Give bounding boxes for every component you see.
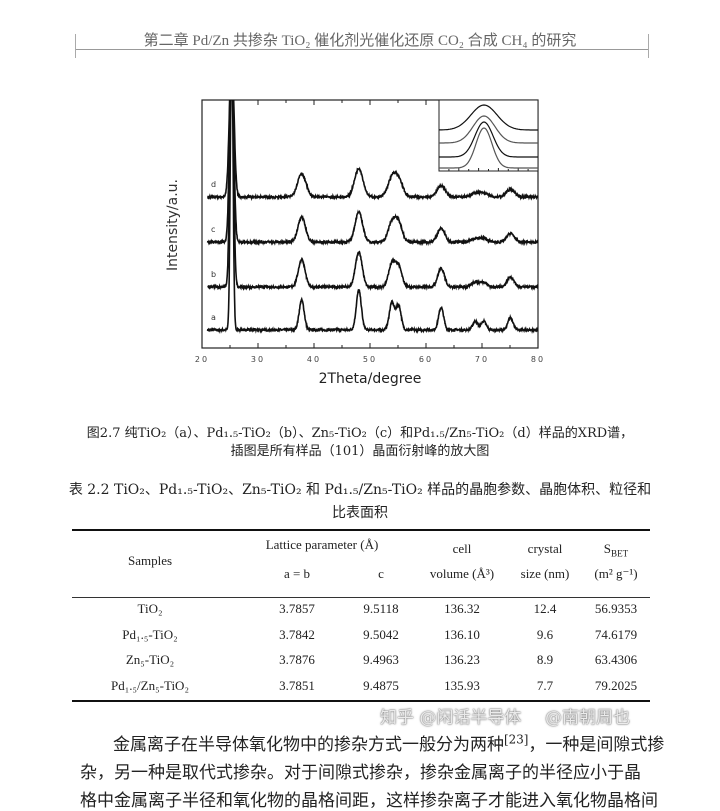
x-tick-label: 30 xyxy=(251,355,265,364)
x-tick-label: 60 xyxy=(419,355,433,364)
header-rule xyxy=(75,49,649,50)
cell-size: 12.4 xyxy=(533,601,557,616)
chart-series: a b c d xyxy=(206,100,538,335)
cell-volume: 136.32 xyxy=(444,601,480,616)
header-c: c xyxy=(378,566,384,581)
series-line-c xyxy=(206,100,538,247)
table-bottom-rule xyxy=(72,700,650,702)
header-size: size (nm) xyxy=(520,566,570,581)
header-ab: a = b xyxy=(283,566,311,581)
inset-frame xyxy=(438,99,539,172)
body-line3: 格中金属离子半径和氧化物的晶格间距，这样掺杂离子才能进入氧化物晶格间 xyxy=(80,791,658,811)
series-label-b: b xyxy=(211,270,216,279)
cell-sample: Pd₁.₅-TiO₂ xyxy=(122,626,178,642)
x-tick-label: 40 xyxy=(307,355,321,364)
figure-caption-line2: 插图是所有样品（101）晶面衍射峰的放大图 xyxy=(230,444,490,459)
header-sbet: SBET xyxy=(603,541,629,559)
cell-volume: 136.10 xyxy=(444,626,480,642)
figure-caption-line1: 图2.7 纯TiO₂（a）、Pd₁.₅-TiO₂（b）、Zn₅-TiO₂（c）和… xyxy=(86,426,634,441)
series-label-d: d xyxy=(211,180,216,189)
x-tick-label: 50 xyxy=(363,355,377,364)
cell-ab: 3.7876 xyxy=(279,652,315,667)
header-crystal: crystal xyxy=(527,541,563,556)
x-axis-label: 2Theta/degree xyxy=(319,371,422,387)
running-header: 第二章 Pd/Zn 共掺杂 TiO₂ 催化剂光催化还原 CO₂ 合成 CH₄ 的… xyxy=(143,33,577,49)
sbet-s: S xyxy=(603,541,612,556)
body-line2: 杂，另一种是取代式掺杂。对于间隙式掺杂，掺杂金属离子的半径应小于晶 xyxy=(80,763,641,783)
inset-chart xyxy=(438,99,539,172)
cell-c: 9.4963 xyxy=(363,652,399,667)
cell-sample: Pd₁.₅/Zn₅-TiO₂ xyxy=(111,677,189,693)
citation-ref[interactable]: [23] xyxy=(504,732,529,747)
cell-c: 9.4875 xyxy=(363,677,399,693)
series-label-a: a xyxy=(211,313,216,322)
cell-ab: 3.7857 xyxy=(279,601,315,616)
body-line1: 金属离子在半导体氧化物中的掺杂方式一般分为两种[23]，一种是间隙式掺 xyxy=(113,732,665,755)
inset-curve xyxy=(439,104,538,131)
x-tick-label: 20 xyxy=(195,355,209,364)
cell-size: 7.7 xyxy=(536,677,554,693)
inset-curve xyxy=(439,121,538,158)
cell-sbet: 74.6179 xyxy=(594,626,638,642)
xrd-chart: 20 30 40 50 60 70 80 a b c d 2Theta/degree Intens… xyxy=(165,99,545,387)
header-sbet-unit: (m² g⁻¹) xyxy=(594,566,638,581)
header-samples: Samples xyxy=(127,553,173,568)
corner-mark-right xyxy=(648,34,649,58)
cell-sample: Zn₅-TiO₂ xyxy=(125,652,175,667)
cell-sbet: 56.9353 xyxy=(594,601,638,616)
cell-size: 9.6 xyxy=(536,626,554,642)
watermark-line2: @南朝周也 xyxy=(545,708,630,728)
series-line-a xyxy=(206,100,538,335)
cell-volume: 135.93 xyxy=(444,677,480,693)
header-volume: volume (Å³) xyxy=(429,566,495,581)
cell-c: 9.5118 xyxy=(363,601,399,616)
inset-curve xyxy=(439,115,538,144)
cell-ab: 3.7851 xyxy=(279,677,315,693)
cell-ab: 3.7842 xyxy=(279,626,315,642)
cell-volume: 136.23 xyxy=(444,652,480,667)
table-top-rule xyxy=(72,529,650,531)
body-text: 金属离子在半导体氧化物中的掺杂方式一般分为两种 xyxy=(113,735,504,755)
header-cell: cell xyxy=(452,541,472,556)
watermark-line1: 知乎 @闲话半导体 xyxy=(380,708,522,728)
cell-size: 8.9 xyxy=(536,652,554,667)
y-axis-label: Intensity/a.u. xyxy=(165,179,181,271)
table-header-rule xyxy=(72,597,650,598)
cell-c: 9.5042 xyxy=(363,626,399,642)
sbet-sub: BET xyxy=(611,548,629,559)
table-title-line2: 比表面积 xyxy=(332,505,388,521)
x-tick-label: 80 xyxy=(531,355,545,364)
cell-sample: TiO₂ xyxy=(137,601,163,616)
cell-sbet: 79.2025 xyxy=(594,677,638,693)
inset-curve xyxy=(439,127,538,169)
corner-mark-left xyxy=(75,34,76,58)
header-lattice: Lattice parameter (Å) xyxy=(265,537,379,552)
series-line-d xyxy=(207,100,538,202)
body-text: ，一种是间隙式掺 xyxy=(528,735,665,755)
series-label-c: c xyxy=(211,225,215,234)
series-line-b xyxy=(207,100,538,292)
x-tick-label: 70 xyxy=(475,355,489,364)
table-title-line1: 表 2.2 TiO₂、Pd₁.₅-TiO₂、Zn₅-TiO₂ 和 Pd₁.₅/Z… xyxy=(68,482,652,498)
cell-sbet: 63.4306 xyxy=(594,652,638,667)
chart-axes: 20 30 40 50 60 70 80 xyxy=(195,99,545,364)
